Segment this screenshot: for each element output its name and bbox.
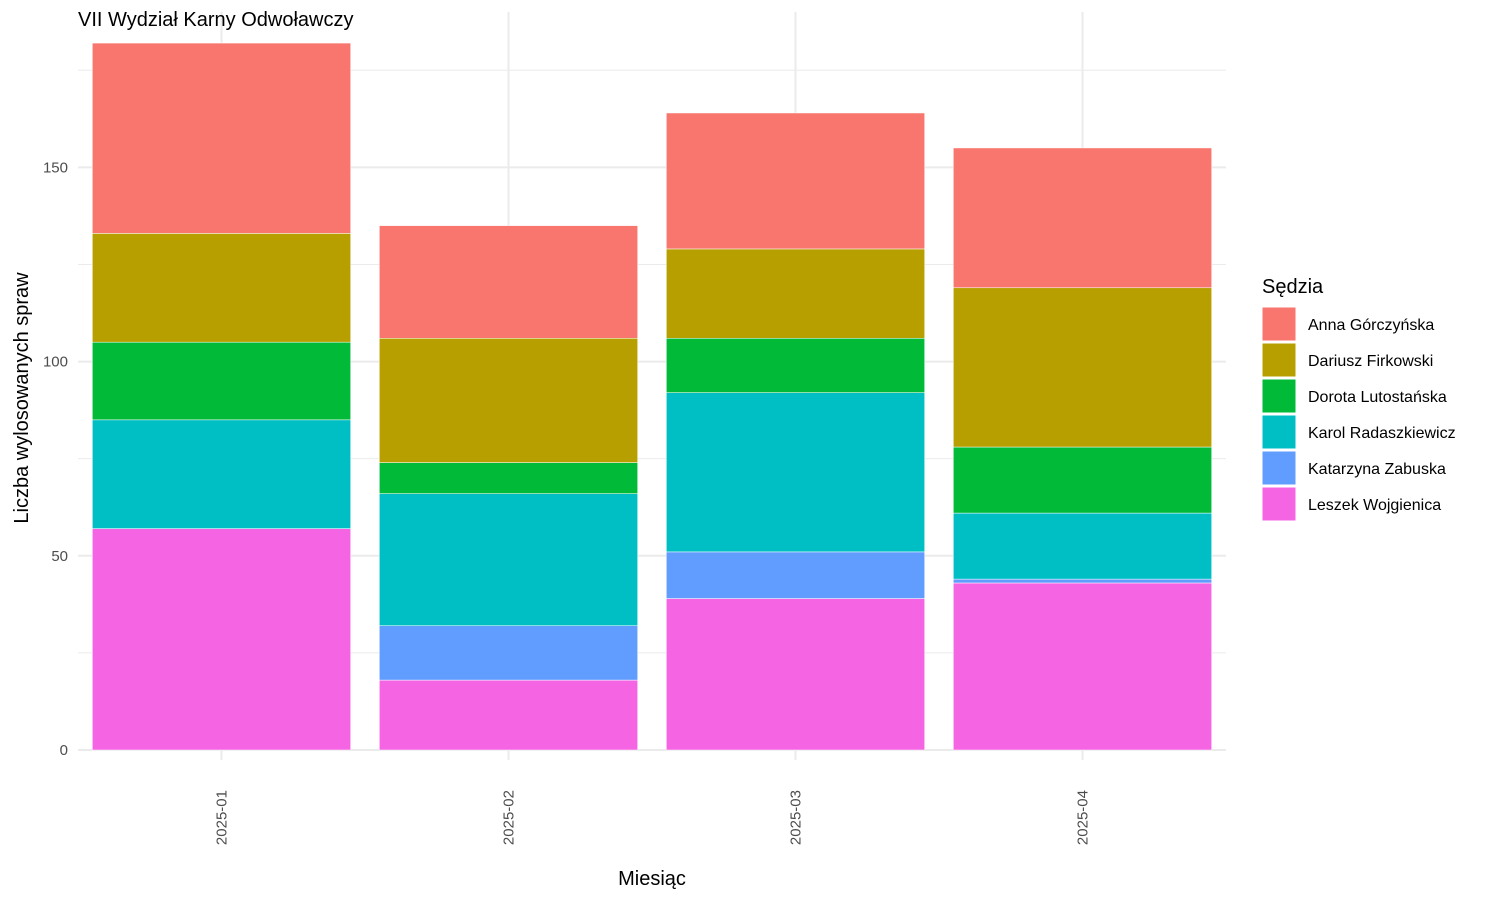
legend-key (1261, 414, 1297, 450)
legend-label: Anna Górczyńska (1308, 317, 1434, 334)
chart-title: VII Wydział Karny Odwoławczy (78, 9, 353, 31)
bar-segment (92, 419, 351, 529)
bar-segment (379, 338, 638, 463)
y-tick-label: 50 (51, 548, 68, 565)
bar-segment (379, 679, 638, 751)
bars (92, 42, 1212, 751)
legend-key (1261, 306, 1297, 342)
bar-segment (379, 625, 638, 681)
bar-segment (953, 582, 1212, 751)
bar-segment (953, 512, 1212, 580)
bar-segment (92, 233, 351, 343)
bar-segment (379, 225, 638, 339)
legend-label: Dorota Lutostańska (1308, 389, 1447, 406)
y-tick-label: 0 (60, 742, 68, 759)
legend-key (1261, 342, 1297, 378)
bar-segment (92, 528, 351, 751)
legend-items: Anna Górczyńska Dariusz Firkowski Dorota L… (1261, 306, 1456, 522)
legend-key (1261, 378, 1297, 414)
y-axis-ticks: 0 50 100 150 (43, 159, 68, 759)
x-axis-ticks: 2025-01 2025-02 2025-03 2025-04 (214, 790, 1092, 845)
bar-segment (379, 493, 638, 626)
legend-key (1261, 486, 1297, 522)
bar-segment (953, 446, 1212, 514)
y-tick-label: 150 (43, 159, 68, 176)
y-tick-label: 100 (43, 354, 68, 371)
legend: Sędzia Anna Górczyńska Dariusz Firkowski D… (1261, 276, 1456, 522)
x-tick-label: 2025-01 (214, 790, 231, 845)
bar-segment (953, 578, 1212, 584)
legend-label: Dariusz Firkowski (1308, 353, 1433, 370)
bar-segment (92, 341, 351, 421)
legend-label: Katarzyna Zabuska (1308, 461, 1446, 478)
legend-key (1261, 450, 1297, 486)
x-tick-label: 2025-04 (1075, 790, 1092, 845)
legend-title: Sędzia (1262, 276, 1324, 298)
bar-segment (666, 598, 925, 751)
bar-segment (666, 392, 925, 553)
legend-label: Karol Radaszkiewicz (1308, 425, 1456, 442)
legend-label: Leszek Wojgienica (1308, 497, 1441, 514)
x-tick-label: 2025-02 (501, 790, 518, 845)
x-tick-label: 2025-03 (788, 790, 805, 845)
bar-segment (666, 248, 925, 339)
bar-segment (666, 338, 925, 393)
bar-segment (92, 42, 351, 234)
bar-segment (379, 462, 638, 494)
bar-segment (953, 147, 1212, 289)
bar-segment (666, 112, 925, 250)
x-axis-title: Miesiąc (618, 868, 686, 890)
bar-segment (666, 551, 925, 599)
bar-segment (953, 287, 1212, 448)
y-axis-title: Liczba wylosowanych spraw (11, 272, 33, 524)
